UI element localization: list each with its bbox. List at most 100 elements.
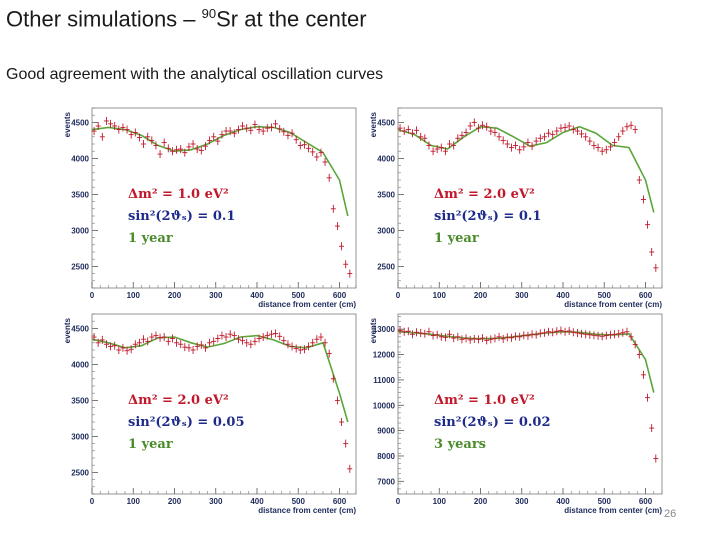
data-point — [103, 116, 109, 125]
data-point — [91, 127, 97, 136]
x-tick-label: 400 — [250, 291, 264, 300]
data-point — [603, 145, 609, 154]
data-point — [240, 336, 246, 345]
data-point — [422, 134, 428, 143]
data-point — [256, 334, 262, 343]
data-point — [517, 145, 523, 154]
x-axis-label: distance from center (cm) — [258, 300, 356, 309]
y-axis-label: events — [369, 317, 378, 343]
data-point — [141, 140, 147, 148]
data-point — [240, 122, 246, 130]
data-point — [293, 344, 299, 353]
data-point — [546, 327, 552, 336]
data-point — [211, 337, 217, 346]
data-point — [182, 343, 188, 352]
data-point — [112, 341, 118, 350]
data-point — [169, 147, 175, 156]
data-point — [591, 331, 597, 340]
data-point — [525, 138, 531, 147]
annotation-mass-splitting: Δm² = 2.0 eV² — [128, 393, 229, 408]
data-point — [451, 141, 457, 150]
data-point — [488, 335, 494, 344]
data-point — [405, 327, 411, 336]
x-tick-label: 100 — [127, 497, 141, 506]
data-point — [260, 333, 266, 342]
data-point — [624, 327, 630, 336]
data-point — [347, 269, 353, 278]
data-point — [306, 342, 312, 351]
annotation-mixing-angle: sin²(2ϑₛ) = 0.02 — [434, 415, 551, 430]
data-point — [409, 330, 415, 339]
data-point — [496, 132, 502, 141]
data-point — [554, 327, 560, 336]
data-point — [190, 346, 196, 354]
data-point — [579, 129, 585, 138]
data-point — [132, 340, 138, 349]
data-point — [401, 327, 407, 336]
x-tick-label: 600 — [333, 291, 347, 300]
data-point — [120, 123, 126, 132]
x-tick-label: 500 — [598, 291, 612, 300]
data-point — [587, 137, 593, 146]
data-point — [223, 333, 229, 342]
data-point — [252, 337, 258, 346]
data-point — [484, 336, 490, 345]
annotation-mass-splitting: Δm² = 2.0 eV² — [434, 187, 535, 202]
data-point — [186, 142, 192, 151]
slide-title: Other simulations – 90Sr at the center — [6, 6, 367, 32]
data-point — [463, 334, 469, 343]
data-point — [153, 141, 159, 150]
data-point — [343, 260, 349, 269]
data-point — [484, 122, 490, 131]
data-point — [178, 145, 184, 154]
data-point — [211, 132, 217, 141]
data-point — [480, 334, 486, 343]
data-point — [636, 350, 642, 359]
data-point — [640, 370, 646, 379]
data-point — [525, 331, 531, 340]
y-tick-label: 4500 — [71, 118, 89, 127]
data-point — [471, 334, 477, 343]
y-tick-label: 3000 — [71, 226, 89, 235]
data-point — [612, 138, 618, 147]
data-point — [418, 329, 424, 338]
data-point — [128, 130, 134, 139]
data-point — [434, 145, 440, 154]
data-point — [521, 142, 527, 151]
data-point — [182, 148, 188, 157]
data-point — [475, 335, 481, 344]
data-point — [430, 331, 436, 340]
data-point — [451, 334, 457, 343]
data-point — [434, 330, 440, 339]
data-point — [529, 142, 535, 151]
data-point — [219, 331, 225, 340]
data-point — [636, 176, 642, 184]
data-point — [562, 123, 568, 132]
data-point — [517, 332, 523, 341]
data-point — [620, 328, 626, 337]
data-point — [541, 328, 547, 337]
data-point — [595, 143, 601, 152]
fit-curve — [91, 334, 349, 423]
x-tick-label: 600 — [639, 291, 653, 300]
x-tick-label: 100 — [127, 291, 141, 300]
data-point — [343, 439, 349, 448]
data-point — [533, 330, 539, 339]
x-tick-label: 300 — [209, 291, 223, 300]
data-point — [397, 326, 403, 335]
data-point — [169, 334, 175, 343]
y-tick-label: 4500 — [71, 324, 89, 333]
data-point — [273, 119, 279, 128]
data-point — [310, 147, 316, 156]
data-point — [165, 337, 171, 346]
annotation-mixing-angle: sin²(2ϑₛ) = 0.1 — [128, 209, 235, 224]
data-point — [418, 132, 424, 141]
x-axis-label: distance from center (cm) — [564, 300, 662, 309]
data-point — [326, 349, 332, 358]
data-point — [471, 118, 477, 127]
data-point — [149, 136, 155, 145]
data-point — [334, 222, 340, 231]
data-point — [112, 122, 118, 130]
data-point — [95, 338, 101, 347]
y-axis-label: events — [369, 111, 378, 137]
